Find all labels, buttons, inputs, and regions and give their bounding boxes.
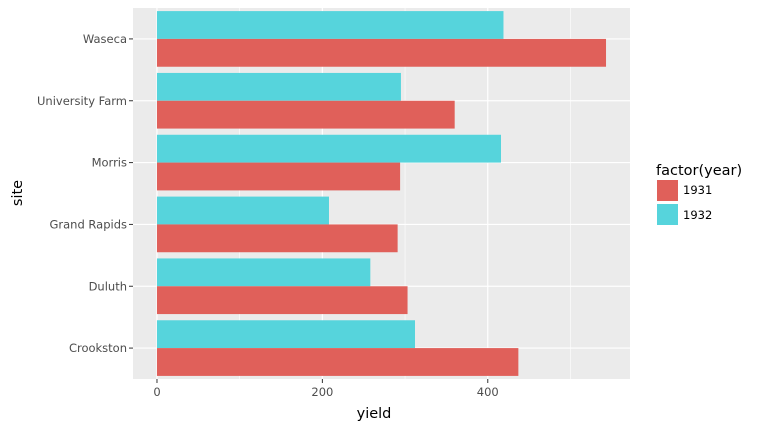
y-axis-title: site bbox=[10, 180, 26, 206]
y-tick-label: Crookston bbox=[69, 341, 127, 355]
bar-duluth-1931 bbox=[156, 286, 408, 315]
x-tick-label: 0 bbox=[153, 385, 160, 399]
bar-morris-1932 bbox=[156, 134, 501, 163]
legend-key-1931 bbox=[657, 180, 678, 201]
y-tick-label: Waseca bbox=[83, 32, 127, 46]
bar-duluth-1932 bbox=[156, 258, 371, 287]
legend-key-1932 bbox=[657, 204, 678, 225]
bars bbox=[156, 11, 607, 376]
bar-grand-rapids-1931 bbox=[156, 224, 398, 253]
bar-crookston-1931 bbox=[156, 348, 519, 376]
legend-label-1931: 1931 bbox=[683, 183, 712, 197]
bar-waseca-1932 bbox=[156, 11, 504, 39]
plot-panel bbox=[133, 8, 630, 379]
y-tick-label: Duluth bbox=[89, 279, 127, 293]
legend: factor(year) 1931 1932 bbox=[656, 163, 742, 225]
bar-waseca-1931 bbox=[156, 38, 607, 67]
x-tick-label: 200 bbox=[311, 385, 333, 399]
y-axis: Waseca University Farm Morris Grand Rapids D… bbox=[37, 32, 133, 355]
bar-university-farm-1931 bbox=[156, 100, 455, 129]
bar-crookston-1932 bbox=[156, 320, 415, 349]
y-tick-label: University Farm bbox=[37, 94, 127, 108]
x-axis: 0 200 400 bbox=[153, 379, 499, 399]
legend-label-1932: 1932 bbox=[683, 208, 712, 222]
y-tick-label: Grand Rapids bbox=[49, 217, 127, 231]
bar-university-farm-1932 bbox=[156, 72, 401, 101]
grid-minor bbox=[239, 8, 571, 379]
x-axis-title: yield bbox=[357, 406, 392, 422]
legend-title: factor(year) bbox=[656, 163, 742, 179]
x-tick-label: 400 bbox=[477, 385, 499, 399]
y-tick-label: Morris bbox=[92, 156, 127, 170]
bar-grand-rapids-1932 bbox=[156, 196, 329, 225]
bar-morris-1931 bbox=[156, 162, 401, 191]
